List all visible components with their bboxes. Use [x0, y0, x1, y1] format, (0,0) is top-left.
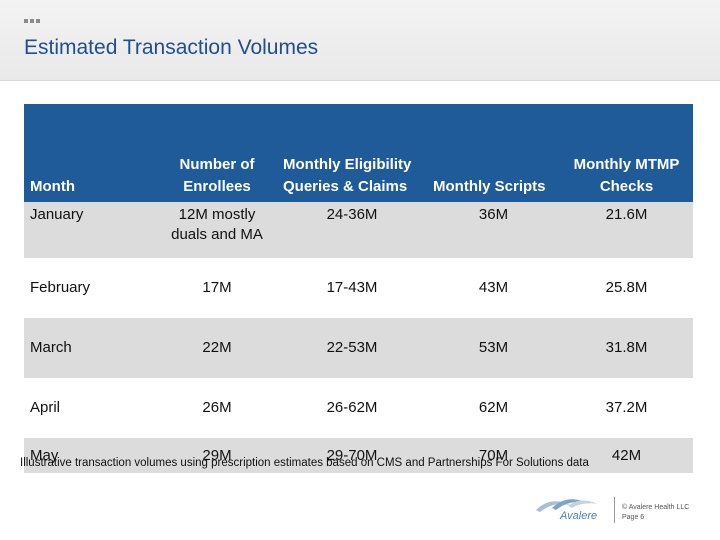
title-band: Estimated Transaction Volumes: [0, 0, 720, 81]
cell-mtmp: 37.2M: [560, 378, 693, 438]
transaction-volumes-table: Month Number of Enrollees Monthly Eligib…: [24, 104, 693, 473]
cell-scripts: 62M: [427, 378, 560, 438]
header-month: Month: [24, 104, 157, 202]
table-header-row: Month Number of Enrollees Monthly Eligib…: [24, 104, 693, 202]
cell-enrollees: 29M: [157, 438, 277, 473]
cell-enrollees: 12M mostly duals and MA: [157, 202, 277, 258]
cell-mtmp: 21.6M: [560, 202, 693, 258]
cell-enrollees: 26M: [157, 378, 277, 438]
cell-scripts: 53M: [427, 318, 560, 378]
header-mtmp: Monthly MTMP Checks: [560, 104, 693, 202]
footer-divider: [614, 497, 615, 523]
cell-month: January: [24, 202, 157, 258]
table-row: April 26M 26-62M 62M 37.2M: [24, 378, 693, 438]
cell-month: April: [24, 378, 157, 438]
cell-scripts: 43M: [427, 258, 560, 318]
table-row: January 12M mostly duals and MA 24-36M 3…: [24, 202, 693, 258]
cell-queries: 26-62M: [277, 378, 427, 438]
cell-queries: 29-70M: [277, 438, 427, 473]
cell-month: March: [24, 318, 157, 378]
header-queries: Monthly Eligibility Queries & Claims: [277, 104, 427, 202]
header-scripts: Monthly Scripts: [427, 104, 560, 202]
cell-month: May: [24, 438, 157, 473]
cell-scripts: 36M: [427, 202, 560, 258]
table-row: March 22M 22-53M 53M 31.8M: [24, 318, 693, 378]
logo-text: Avalere: [560, 510, 598, 522]
cell-scripts: 70M: [427, 438, 560, 473]
table-row: February 17M 17-43M 43M 25.8M: [24, 258, 693, 318]
footnote: Illustrative transaction volumes using p…: [20, 457, 589, 469]
copyright-block: © Avalere Health LLC Page 6: [622, 503, 689, 523]
cell-mtmp: 25.8M: [560, 258, 693, 318]
avalere-logo-icon: [536, 499, 598, 512]
header-enrollees: Number of Enrollees: [157, 104, 277, 202]
table-row: May 29M 29-70M 70M 42M: [24, 438, 693, 473]
cell-queries: 24-36M: [277, 202, 427, 258]
cell-enrollees: 17M: [157, 258, 277, 318]
cell-queries: 22-53M: [277, 318, 427, 378]
cell-enrollees: 22M: [157, 318, 277, 378]
cell-queries: 17-43M: [277, 258, 427, 318]
slide-title: Estimated Transaction Volumes: [24, 36, 319, 59]
cell-month: February: [24, 258, 157, 318]
cell-mtmp: 42M: [560, 438, 693, 473]
copyright-text: © Avalere Health LLC: [622, 504, 690, 511]
page-number: Page 6: [622, 514, 645, 521]
cell-mtmp: 31.8M: [560, 318, 693, 378]
title-dots-decoration: [24, 19, 40, 23]
